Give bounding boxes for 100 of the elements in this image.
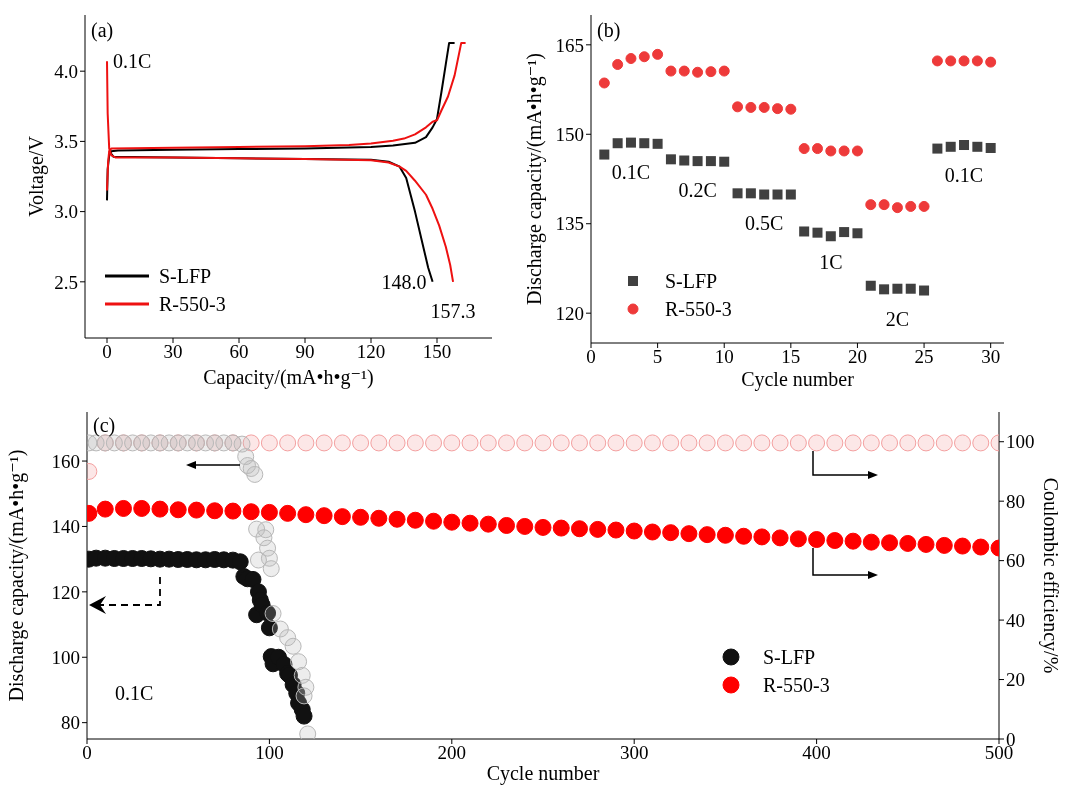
- point: [599, 149, 610, 160]
- point: [589, 520, 607, 538]
- point: [315, 434, 333, 452]
- point: [918, 200, 930, 212]
- point: [878, 199, 890, 211]
- legend-label: S-LFP: [159, 264, 212, 288]
- point: [297, 678, 315, 696]
- annotation: 157.3: [430, 300, 476, 323]
- point: [370, 434, 388, 452]
- point: [735, 527, 753, 545]
- point: [862, 434, 880, 452]
- point: [352, 508, 370, 526]
- point: [852, 228, 863, 239]
- point: [151, 500, 169, 518]
- point: [905, 283, 916, 294]
- point: [114, 499, 132, 517]
- point: [865, 280, 876, 291]
- point: [315, 507, 333, 525]
- point: [260, 619, 278, 637]
- point: [638, 51, 650, 63]
- point: [290, 653, 308, 671]
- point: [919, 285, 930, 296]
- point: [206, 502, 224, 520]
- point: [917, 434, 935, 452]
- point: [625, 53, 637, 65]
- point: [899, 434, 917, 452]
- point: [954, 434, 972, 452]
- x-tick-label: 10: [714, 346, 734, 368]
- point: [954, 537, 972, 555]
- x-tick-label: 90: [295, 341, 315, 363]
- point: [932, 143, 943, 154]
- point: [169, 501, 187, 519]
- point: [425, 434, 443, 452]
- x-axis-title: Cycle number: [741, 368, 855, 391]
- y2-tick-label: 100: [1006, 431, 1035, 453]
- y-tick-label: 140: [51, 516, 80, 538]
- point: [242, 503, 260, 521]
- x-tick-label: 150: [422, 341, 452, 363]
- point: [552, 519, 570, 537]
- point: [262, 560, 280, 578]
- y-tick-label: 4.0: [54, 60, 78, 82]
- point: [972, 141, 983, 152]
- point: [678, 65, 690, 77]
- point: [862, 533, 880, 551]
- point: [865, 199, 877, 211]
- point: [825, 231, 836, 242]
- point: [260, 434, 278, 452]
- point: [652, 138, 663, 149]
- legend-label: R-550-3: [665, 297, 732, 321]
- x-axis-title: Capacity/(mA•h•g⁻¹): [203, 366, 374, 389]
- y-tick-label: 80: [61, 712, 80, 734]
- y-axis-title: Discharge capacity/(mA•h•g⁻¹): [5, 449, 28, 702]
- point: [826, 434, 844, 452]
- annotation: (c): [93, 414, 116, 437]
- annotation: (b): [597, 19, 621, 42]
- point: [406, 434, 424, 452]
- point: [692, 156, 703, 167]
- legend-label: S-LFP: [763, 645, 816, 669]
- y2-tick-label: 60: [1006, 550, 1025, 572]
- point: [425, 512, 443, 530]
- point: [443, 434, 461, 452]
- point: [917, 535, 935, 553]
- point: [958, 55, 970, 67]
- legend-label: S-LFP: [665, 269, 718, 293]
- point: [257, 521, 275, 539]
- point: [680, 434, 698, 452]
- point: [732, 188, 743, 199]
- point: [771, 529, 789, 547]
- x-tick-label: 60: [229, 341, 249, 363]
- point: [825, 145, 837, 157]
- point: [370, 509, 388, 527]
- point: [891, 202, 903, 214]
- point: [718, 65, 730, 77]
- point: [516, 517, 534, 535]
- point: [461, 514, 479, 532]
- point: [759, 189, 770, 200]
- point: [935, 434, 953, 452]
- point: [665, 65, 677, 77]
- y2-tick-label: 20: [1006, 669, 1025, 691]
- point: [662, 434, 680, 452]
- y-tick-label: 3.0: [54, 201, 78, 223]
- x-tick-label: 30: [163, 341, 183, 363]
- annotation: (a): [91, 19, 114, 42]
- y-tick-label: 120: [555, 302, 584, 324]
- point: [972, 434, 990, 452]
- point: [892, 283, 903, 294]
- annotation: 0.1C: [611, 161, 651, 184]
- point: [758, 101, 770, 113]
- point: [443, 513, 461, 531]
- point: [881, 534, 899, 552]
- y-tick-label: 150: [555, 124, 584, 146]
- point: [643, 434, 661, 452]
- x-tick-label: 0: [102, 341, 112, 363]
- point: [985, 56, 997, 68]
- point: [905, 200, 917, 212]
- y2-tick-label: 40: [1006, 609, 1025, 631]
- point: [899, 534, 917, 552]
- point: [945, 55, 957, 67]
- point: [612, 59, 624, 70]
- y-tick-label: 160: [51, 450, 80, 472]
